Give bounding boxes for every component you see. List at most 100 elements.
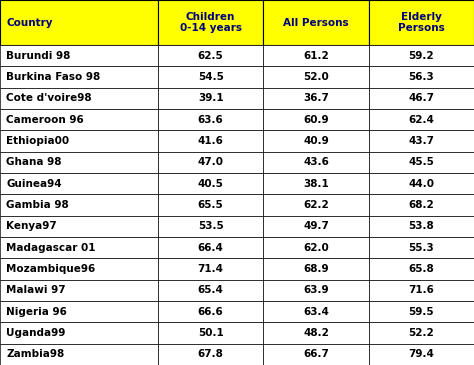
Text: Burkina Faso 98: Burkina Faso 98 [6,72,100,82]
Text: 62.2: 62.2 [303,200,329,210]
Text: 60.9: 60.9 [303,115,329,125]
Text: 40.9: 40.9 [303,136,329,146]
Text: 66.6: 66.6 [198,307,224,317]
Bar [0,0,158,45]
Bar [264,216,369,237]
Bar [369,88,474,109]
Bar [158,173,264,194]
Text: Zambia98: Zambia98 [6,349,64,359]
Bar [264,109,369,130]
Text: 38.1: 38.1 [303,178,329,189]
Text: Children
0-14 years: Children 0-14 years [180,12,242,33]
Text: Burundi 98: Burundi 98 [6,51,71,61]
Bar [264,88,369,109]
Bar [0,216,158,237]
Text: Ethiopia00: Ethiopia00 [6,136,70,146]
Text: 68.9: 68.9 [303,264,329,274]
Bar [264,344,369,365]
Text: Uganda99: Uganda99 [6,328,66,338]
Bar [369,109,474,130]
Bar [0,88,158,109]
Text: 43.7: 43.7 [408,136,434,146]
Text: 62.4: 62.4 [409,115,434,125]
Text: 53.8: 53.8 [409,221,434,231]
Bar [158,130,264,152]
Bar [369,0,474,45]
Bar [0,194,158,216]
Bar [264,66,369,88]
Bar [158,301,264,322]
Text: Country: Country [6,18,53,27]
Bar [158,152,264,173]
Text: Cameroon 96: Cameroon 96 [6,115,84,125]
Bar [264,301,369,322]
Bar [0,301,158,322]
Bar [264,194,369,216]
Bar [369,194,474,216]
Text: 40.5: 40.5 [198,178,224,189]
Bar [0,344,158,365]
Bar [0,66,158,88]
Bar [0,237,158,258]
Bar [0,130,158,152]
Text: 71.4: 71.4 [198,264,224,274]
Text: Nigeria 96: Nigeria 96 [6,307,67,317]
Bar [369,237,474,258]
Bar [0,173,158,194]
Bar [0,280,158,301]
Text: 63.9: 63.9 [303,285,329,295]
Text: Guinea94: Guinea94 [6,178,62,189]
Text: 53.5: 53.5 [198,221,224,231]
Text: 61.2: 61.2 [303,51,329,61]
Bar [158,45,264,66]
Bar [158,280,264,301]
Bar [369,45,474,66]
Text: Malawi 97: Malawi 97 [6,285,66,295]
Text: 50.1: 50.1 [198,328,224,338]
Bar [158,258,264,280]
Bar [0,45,158,66]
Bar [369,66,474,88]
Bar [369,173,474,194]
Bar [264,258,369,280]
Text: 65.5: 65.5 [198,200,224,210]
Bar [0,322,158,344]
Text: 44.0: 44.0 [408,178,434,189]
Bar [158,344,264,365]
Text: 79.4: 79.4 [409,349,434,359]
Bar [369,301,474,322]
Text: 46.7: 46.7 [408,93,434,103]
Bar [158,109,264,130]
Text: Mozambique96: Mozambique96 [6,264,96,274]
Bar [264,237,369,258]
Bar [158,0,264,45]
Text: 66.4: 66.4 [198,243,224,253]
Text: 48.2: 48.2 [303,328,329,338]
Text: 39.1: 39.1 [198,93,223,103]
Text: 41.6: 41.6 [198,136,224,146]
Text: 56.3: 56.3 [409,72,434,82]
Bar [0,152,158,173]
Text: 68.2: 68.2 [409,200,434,210]
Text: 59.2: 59.2 [409,51,434,61]
Text: 62.0: 62.0 [303,243,329,253]
Text: Cote d'voire98: Cote d'voire98 [6,93,92,103]
Text: 62.5: 62.5 [198,51,224,61]
Bar [264,152,369,173]
Text: 54.5: 54.5 [198,72,224,82]
Bar [158,237,264,258]
Bar [158,216,264,237]
Text: 49.7: 49.7 [303,221,329,231]
Text: Gambia 98: Gambia 98 [6,200,69,210]
Text: Elderly
Persons: Elderly Persons [398,12,445,33]
Bar [369,322,474,344]
Bar [264,280,369,301]
Text: Ghana 98: Ghana 98 [6,157,62,167]
Bar [264,130,369,152]
Text: 36.7: 36.7 [303,93,329,103]
Bar [369,344,474,365]
Text: 65.8: 65.8 [409,264,434,274]
Text: 67.8: 67.8 [198,349,224,359]
Bar [369,216,474,237]
Text: 52.2: 52.2 [409,328,434,338]
